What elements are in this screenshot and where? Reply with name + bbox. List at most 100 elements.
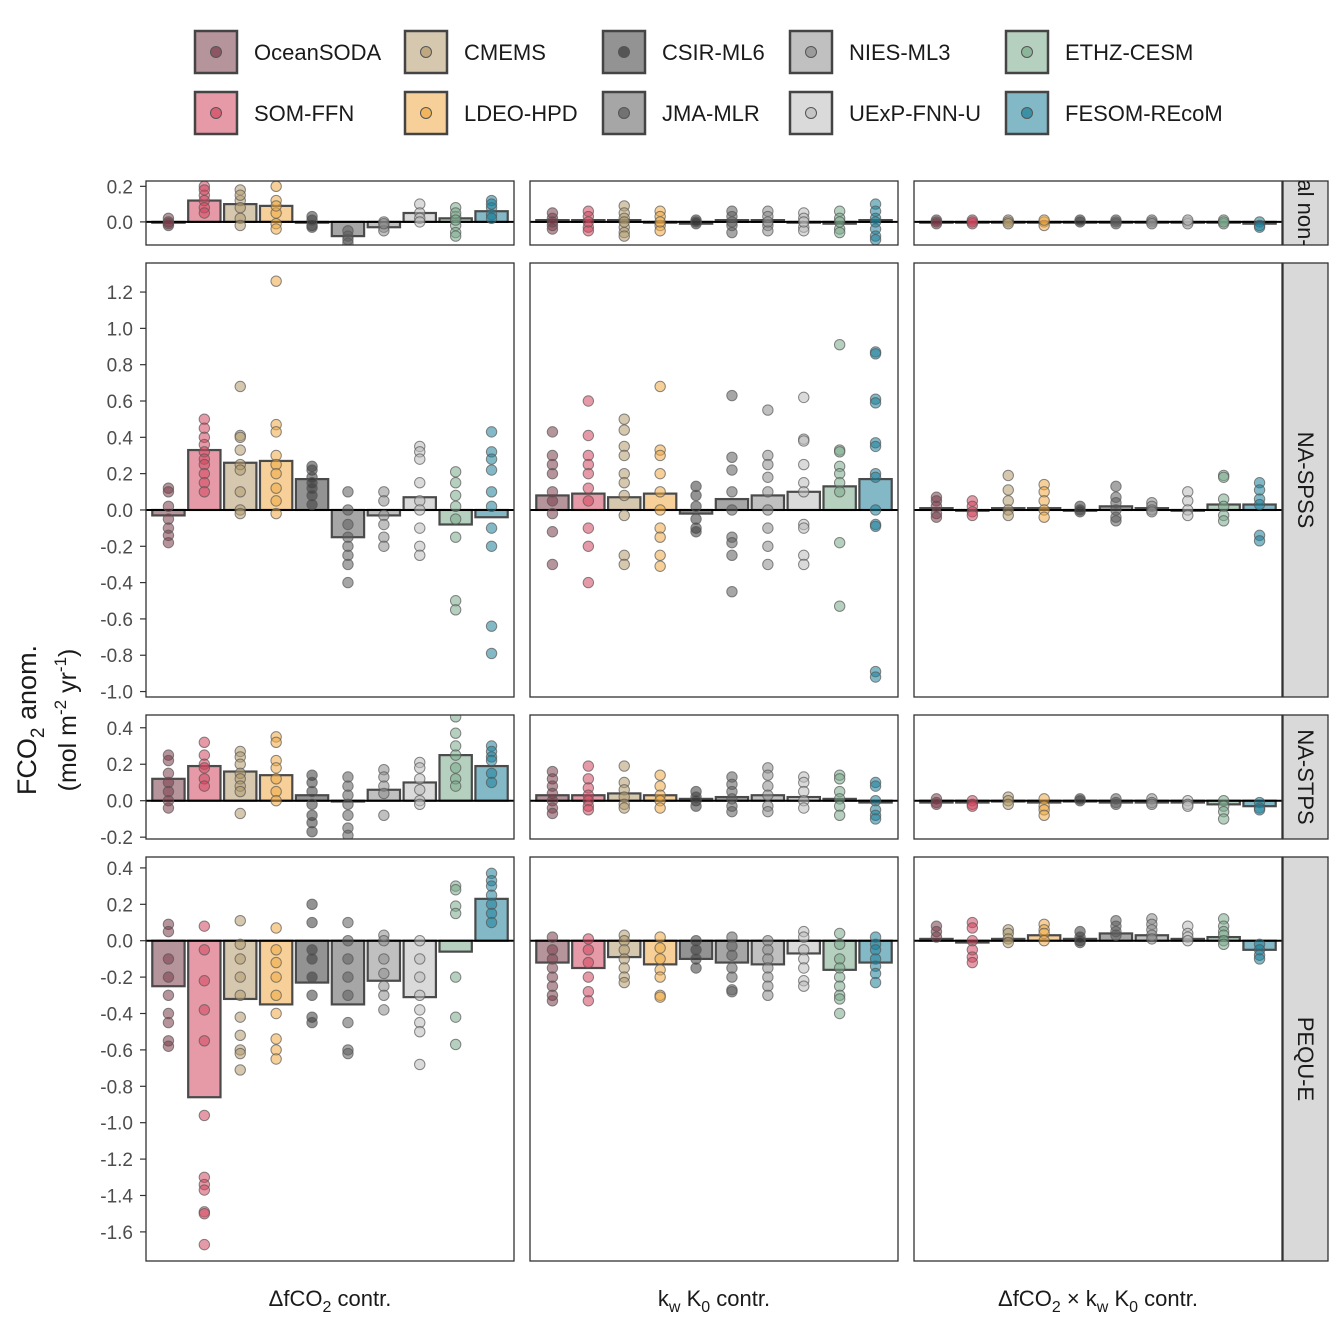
- legend-key-point: [1021, 46, 1033, 58]
- y-tick-label: 0.2: [107, 755, 133, 776]
- data-point: [762, 805, 774, 818]
- data-point: [1146, 506, 1158, 518]
- data-point: [582, 540, 595, 552]
- data-point: [1217, 938, 1230, 951]
- data-point: [582, 482, 595, 494]
- data-point: [234, 938, 246, 951]
- data-point: [198, 486, 211, 498]
- data-point: [449, 500, 462, 513]
- data-point: [485, 464, 498, 476]
- data-point: [1038, 935, 1050, 947]
- legend-item: OceanSODA: [193, 29, 381, 75]
- y-tick-label: -0.8: [100, 1077, 133, 1098]
- data-point: [414, 477, 426, 489]
- column-labels: ΔfCO2 contr. kw K0 contr. ΔfCO2 × kw K0 co…: [269, 1286, 1198, 1316]
- data-point: [414, 784, 426, 796]
- data-point: [198, 780, 211, 792]
- data-point: [414, 1026, 426, 1038]
- data-point: [1182, 214, 1194, 226]
- data-point: [1217, 471, 1230, 483]
- data-point: [162, 953, 175, 965]
- data-point: [869, 348, 882, 360]
- data-point: [1110, 515, 1122, 527]
- panel-border: [529, 262, 899, 698]
- data-point: [414, 971, 426, 983]
- data-point: [1038, 809, 1050, 821]
- data-point: [414, 989, 426, 1002]
- data-point: [234, 989, 246, 1002]
- data-point: [306, 798, 318, 811]
- panel-border: [529, 856, 899, 1262]
- data-point: [582, 467, 595, 480]
- data-point: [966, 922, 979, 934]
- data-point: [449, 466, 462, 478]
- data-point: [270, 922, 282, 934]
- data-point: [378, 953, 390, 965]
- data-point: [762, 769, 774, 781]
- data-point: [869, 780, 882, 792]
- data-point: [198, 1184, 211, 1196]
- data-point: [270, 736, 282, 749]
- y-tick-label: -1.4: [100, 1186, 133, 1207]
- data-point: [726, 949, 738, 961]
- data-point: [414, 1004, 426, 1016]
- data-point: [833, 446, 846, 458]
- y-tick-label: -0.6: [100, 1041, 133, 1062]
- data-point: [270, 795, 282, 807]
- y-tick-label: -0.4: [100, 574, 133, 595]
- data-point: [1002, 798, 1014, 811]
- data-point: [833, 773, 846, 785]
- data-point: [618, 558, 630, 571]
- data-point: [582, 971, 595, 983]
- y-tick-label: 0.2: [107, 895, 133, 916]
- legend-key: [601, 90, 647, 136]
- data-point: [762, 486, 774, 498]
- data-point: [798, 486, 810, 498]
- y-tick-label: 0.4: [107, 719, 134, 740]
- data-point: [306, 898, 318, 911]
- data-point: [582, 933, 595, 945]
- data-point: [342, 935, 354, 947]
- data-point: [270, 1053, 282, 1065]
- data-point: [234, 464, 246, 476]
- data-point: [234, 1011, 246, 1023]
- data-point: [654, 549, 666, 562]
- data-point: [546, 558, 559, 571]
- facet-panels: 0.0 0.2 -1.0 -0.8 -0.6 -0.4 -0.2 0.0 0.2 0.4 0.6 0.…: [100, 177, 1283, 1262]
- column-label: ΔfCO2 × kw K0 contr.: [998, 1286, 1198, 1316]
- data-point: [726, 504, 738, 516]
- data-point: [449, 513, 462, 525]
- data-point: [618, 424, 630, 436]
- data-point: [449, 780, 462, 792]
- y-tick-label: 0.4: [107, 428, 134, 449]
- data-point: [1253, 953, 1266, 965]
- legend-label: ETHZ-CESM: [1065, 40, 1193, 65]
- data-point: [342, 518, 354, 531]
- facet-strip: al non-: [1282, 180, 1329, 246]
- data-point: [1217, 515, 1230, 527]
- data-point: [234, 380, 246, 393]
- data-point: [270, 482, 282, 494]
- data-point: [833, 927, 846, 940]
- bar: [187, 939, 222, 1099]
- data-point: [449, 762, 462, 774]
- data-point: [162, 925, 175, 938]
- data-point: [833, 226, 846, 239]
- data-point: [449, 884, 462, 896]
- data-point: [306, 916, 318, 929]
- data-point: [1146, 798, 1158, 811]
- panel-border: [913, 262, 1283, 698]
- data-point: [726, 805, 738, 818]
- data-point: [162, 217, 175, 230]
- legend-label: OceanSODA: [254, 40, 381, 65]
- facet-panel: [913, 714, 1283, 840]
- data-point: [234, 1064, 246, 1076]
- data-point: [726, 985, 738, 998]
- facet-panel: [913, 180, 1283, 246]
- y-tick-label: -0.2: [100, 968, 133, 989]
- data-point: [485, 426, 498, 438]
- data-point: [618, 976, 630, 989]
- data-point: [270, 275, 282, 287]
- data-point: [762, 989, 774, 1002]
- data-point: [485, 198, 498, 210]
